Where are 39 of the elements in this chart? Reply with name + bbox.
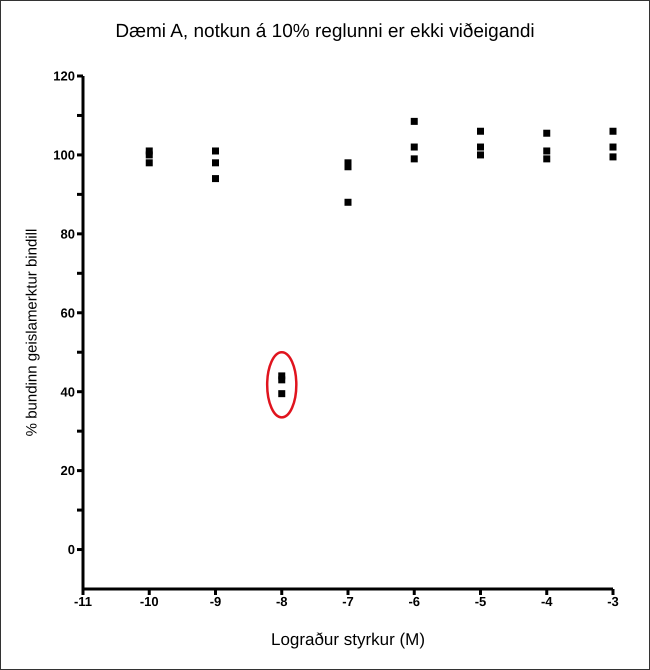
point — [477, 144, 484, 151]
point — [278, 376, 286, 384]
point — [543, 155, 550, 162]
point — [543, 147, 550, 154]
x-tick-label: -11 — [74, 594, 92, 610]
x-tick-label: -9 — [210, 594, 222, 610]
y-tick-label: 40 — [60, 384, 75, 400]
point — [610, 128, 616, 135]
point — [477, 151, 484, 158]
point — [212, 159, 219, 166]
x-tick-label: -4 — [540, 594, 554, 610]
point — [344, 198, 352, 206]
point — [410, 118, 418, 125]
point — [212, 147, 219, 154]
point — [610, 153, 616, 160]
point — [146, 151, 153, 158]
y-tick-label: 120 — [53, 68, 75, 84]
point — [543, 130, 550, 137]
y-tick-label: 100 — [53, 148, 75, 163]
x-axis-title: Lograður styrkur (M) — [271, 630, 425, 649]
point — [410, 144, 418, 151]
y-tick-label: 20 — [60, 463, 75, 478]
point — [278, 390, 286, 398]
point — [146, 159, 153, 166]
x-tick-label: -6 — [408, 594, 420, 610]
chart-title: Dæmi A, notkun á 10% reglunni er ekki viðeigandi — [114, 21, 536, 43]
x-tick-label: -3 — [607, 594, 619, 610]
point — [610, 144, 616, 151]
y-tick-label: 60 — [60, 305, 75, 320]
x-tick-label: -8 — [276, 594, 288, 610]
x-tick-label: -7 — [342, 594, 354, 610]
point — [212, 175, 219, 182]
x-tick-label: -5 — [474, 594, 486, 610]
point — [477, 128, 484, 135]
point — [410, 155, 418, 162]
y-axis-title: % bundinn geislamerktur bindill — [23, 228, 40, 436]
y-tick-label: 80 — [60, 226, 75, 242]
x-tick-label: -10 — [140, 594, 159, 610]
y-tick-label: 0 — [68, 542, 75, 558]
